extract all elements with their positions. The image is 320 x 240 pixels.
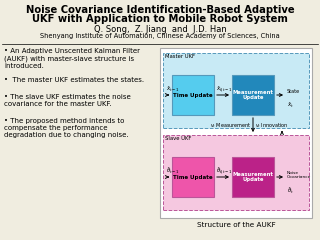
Text: $\hat{x}_{t-1}$: $\hat{x}_{t-1}$ — [166, 84, 180, 94]
Text: UKF with Application to Mobile Robot System: UKF with Application to Mobile Robot Sys… — [32, 14, 288, 24]
Text: Noise Covariance Identification-Based Adaptive: Noise Covariance Identification-Based Ad… — [26, 5, 294, 15]
FancyBboxPatch shape — [172, 75, 214, 115]
Text: $v_t$ Measurement: $v_t$ Measurement — [210, 122, 251, 131]
Text: • An Adaptive Unscented Kalman Filter
(AUKF) with master-slave structure is
intr: • An Adaptive Unscented Kalman Filter (A… — [4, 48, 140, 68]
FancyBboxPatch shape — [163, 53, 309, 128]
Text: $\hat{\theta}_{t-1}$: $\hat{\theta}_{t-1}$ — [166, 165, 180, 176]
Text: Shenyang Institute of Automation, Chinese Academy of Sciences, China: Shenyang Institute of Automation, Chines… — [40, 33, 280, 39]
FancyBboxPatch shape — [163, 135, 309, 210]
Text: Q. Song,  Z. Jiang  and  J.D. Han: Q. Song, Z. Jiang and J.D. Han — [94, 25, 226, 34]
Text: Structure of the AUKF: Structure of the AUKF — [197, 222, 275, 228]
Text: • The proposed method intends to
compensate the performance
degradation due to c: • The proposed method intends to compens… — [4, 118, 129, 138]
Text: $\hat{\theta}_{t|t-1}$: $\hat{\theta}_{t|t-1}$ — [216, 166, 233, 176]
Text: Time Update: Time Update — [173, 92, 213, 97]
Text: $\hat{x}_{t|t-1}$: $\hat{x}_{t|t-1}$ — [216, 85, 233, 94]
Text: •  The master UKF estimates the states.: • The master UKF estimates the states. — [4, 77, 144, 83]
Text: Slave UKF: Slave UKF — [165, 136, 191, 141]
FancyBboxPatch shape — [160, 48, 312, 218]
Text: $\hat{\theta}_t$: $\hat{\theta}_t$ — [287, 185, 294, 196]
Text: • The slave UKF estimates the noise
covariance for the master UKF.: • The slave UKF estimates the noise cova… — [4, 94, 131, 107]
FancyBboxPatch shape — [232, 157, 274, 197]
Text: Measurement
Update: Measurement Update — [233, 90, 273, 100]
Text: Time Update: Time Update — [173, 174, 213, 180]
Text: $v_t$ Innovation: $v_t$ Innovation — [255, 122, 288, 131]
Text: State: State — [287, 89, 300, 94]
Text: $\hat{x}_t$: $\hat{x}_t$ — [287, 100, 294, 110]
Text: Master UKF: Master UKF — [165, 54, 195, 59]
Text: Measurement
Update: Measurement Update — [233, 172, 273, 182]
FancyBboxPatch shape — [172, 157, 214, 197]
Text: Noise
Covariance: Noise Covariance — [287, 171, 311, 179]
FancyBboxPatch shape — [232, 75, 274, 115]
